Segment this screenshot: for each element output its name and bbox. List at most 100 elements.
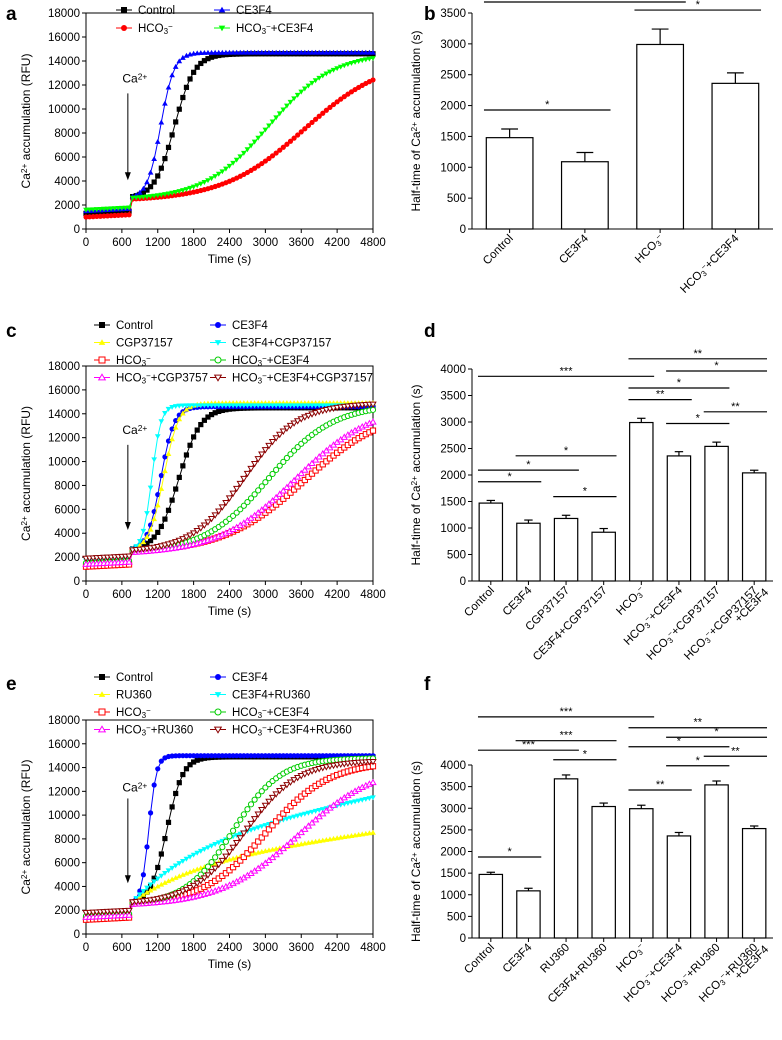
series-marker [280,753,286,759]
series-marker [291,135,297,141]
series-marker [154,876,161,882]
series-marker [213,726,223,734]
series-marker [187,762,193,768]
series-marker [266,403,272,409]
bar-hco3-plus-ru360 [704,784,729,939]
y-tick-label: 1000 [440,523,466,535]
series-ce3f4-plus-ru360 [83,795,376,917]
series-marker [158,419,165,425]
y-tick-label: 2000 [54,552,80,564]
y-tick-label: 1000 [440,162,466,174]
series-marker [327,69,333,75]
y-axis-label: Ca2+ accumulation (RFU) [19,760,33,895]
series-marker [225,849,234,856]
series-marker [151,875,157,881]
series-marker [98,708,106,716]
series-marker [320,753,326,759]
x-tick-label: 2400 [217,589,243,601]
series-marker [280,107,287,113]
series-marker [197,525,205,532]
series-marker [287,451,294,458]
series-marker [258,834,265,841]
series-marker [366,796,373,802]
series-marker [275,431,284,439]
series-marker [151,885,158,891]
series-marker [222,499,230,507]
series-marker [215,322,221,328]
series-marker [201,847,208,853]
legend-label: CE3F4+CGP37157 [232,338,331,350]
series-marker [197,848,204,854]
series-marker [171,539,180,546]
series-marker [223,49,229,55]
series-marker [215,49,222,55]
x-tick-label: 0 [83,942,89,954]
bar-hco3 [629,421,654,582]
series-marker [226,833,233,840]
series-marker [273,753,279,759]
series-marker [311,410,320,417]
series-marker [268,496,277,504]
legend-item-hco3-plus-ce3f4-plus-ru360: HCO3−+CE3F4+RU360 [210,724,352,738]
series-marker [229,490,237,498]
series-marker [154,502,161,508]
series-marker [189,530,198,537]
series-marker [158,485,165,491]
series-marker [183,52,190,58]
legend: Control CE3F4 RU360 CE3F4+RU360 HCO3− HCO3−+C… [94,672,352,738]
series-marker [352,799,358,805]
series-marker [248,143,254,149]
legend-label: Control [116,672,153,684]
series-marker [291,96,297,102]
series-marker [144,187,150,193]
series-marker [323,753,329,759]
series-marker [172,404,179,410]
series-marker [101,206,107,212]
series-marker [147,538,154,544]
y-tick-label: 18000 [48,361,80,373]
series-marker [287,403,294,409]
significance: ***** [483,0,762,111]
series-marker [155,529,161,535]
series-marker [108,206,114,212]
series-marker [187,442,193,448]
series-marker [187,753,193,759]
ca-annotation: Ca2+ [122,423,147,437]
series-marker [205,845,211,851]
series-hco3-plus-cgp3757 [82,418,377,567]
series-marker [97,373,107,381]
series-marker [355,798,362,804]
series-marker [183,452,190,458]
series-marker [97,725,107,733]
series-marker [370,49,376,55]
legend-label: RU360 [116,690,152,702]
ca-arrow-head [124,875,131,884]
series-marker [254,456,262,463]
series-marker [269,470,276,478]
ca-arrow-head [124,522,131,531]
series-marker [211,865,219,873]
x-tick-label: 600 [112,589,131,601]
series-marker [287,138,294,144]
series-marker [304,769,313,777]
series-marker [162,156,168,162]
legend-label: HCO3−+RU360 [116,724,193,738]
series-marker [290,486,298,493]
series-marker [190,403,197,409]
series-marker [265,798,273,806]
series-marker [176,780,182,786]
series-marker [244,49,251,55]
series-marker [162,870,168,876]
series-marker [298,403,305,409]
series-marker [140,185,147,191]
series-marker [298,89,305,95]
x-tick-label: Control [481,233,516,268]
series-marker [229,844,237,852]
series-marker [194,866,201,872]
significance-stars: ** [731,401,740,413]
series-marker [262,479,269,486]
series-marker [162,835,168,842]
series-marker [244,753,251,759]
series-marker [155,173,161,179]
y-tick-label: 2000 [440,847,466,859]
